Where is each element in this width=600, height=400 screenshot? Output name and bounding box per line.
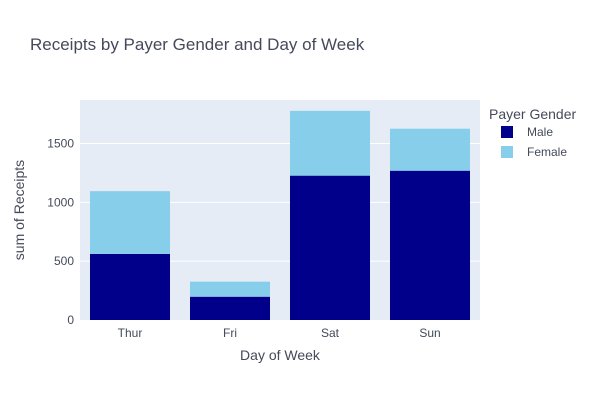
legend: Payer Gender Male Female [489, 106, 576, 159]
x-axis-title: Day of Week [240, 347, 321, 363]
bar-female-fri[interactable] [190, 281, 270, 297]
bar-male-fri[interactable] [190, 296, 270, 320]
y-tick-label: 500 [54, 254, 74, 268]
bar-male-thur[interactable] [90, 254, 170, 320]
bar-female-sun[interactable] [390, 128, 470, 171]
legend-label-male[interactable]: Male [527, 125, 553, 139]
legend-swatch-male[interactable] [501, 126, 513, 138]
chart-title: Receipts by Payer Gender and Day of Week [30, 35, 365, 54]
legend-swatch-female[interactable] [501, 146, 513, 158]
x-tick-label: Sat [321, 326, 340, 340]
y-axis-title: sum of Receipts [11, 160, 27, 260]
bar-female-thur[interactable] [90, 191, 170, 254]
y-tick-label: 1500 [47, 137, 74, 151]
legend-label-female[interactable]: Female [527, 145, 567, 159]
legend-items: Male Female [501, 125, 567, 159]
x-tick-label: Thur [118, 326, 143, 340]
x-tick-label: Sun [419, 326, 440, 340]
x-tick-label: Fri [223, 326, 237, 340]
bar-female-sat[interactable] [290, 110, 370, 176]
bars [90, 110, 470, 320]
bar-male-sat[interactable] [290, 175, 370, 320]
y-tick-label: 1000 [47, 195, 74, 209]
y-tick-label: 0 [67, 313, 74, 327]
y-axis-ticks: 0 500 1000 1500 [47, 137, 74, 327]
x-axis-ticks: Thur Fri Sat Sun [118, 326, 441, 340]
bar-male-sun[interactable] [390, 170, 470, 320]
legend-title: Payer Gender [489, 106, 576, 122]
